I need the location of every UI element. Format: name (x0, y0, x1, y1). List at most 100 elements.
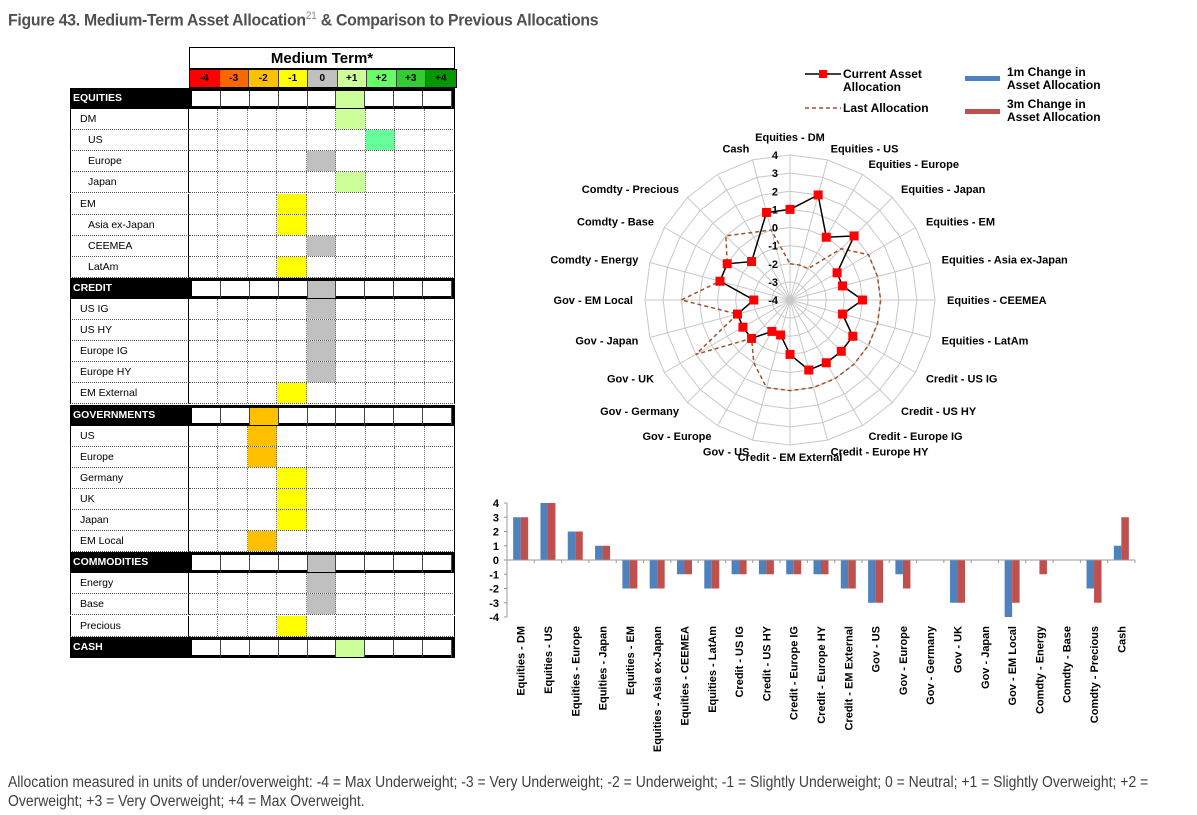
scale-header-row: -4 -3 -2 -1 0 +1 +2 +3 +4 (189, 69, 457, 88)
grid-cell (336, 320, 366, 341)
table-row: Europe HY (70, 362, 456, 384)
bar-category-label: Equities - Japan (598, 626, 610, 711)
allocation-marker-cell (277, 383, 307, 404)
radar-tick-label: 4 (772, 150, 779, 162)
grid-cell (277, 320, 307, 341)
figure-title-text: Figure 43. Medium-Term Asset Allocation (8, 10, 306, 30)
bar-3m-change (957, 560, 966, 603)
grid-cell (248, 510, 278, 530)
grid-cell (423, 91, 453, 108)
allocation-marker-cell (277, 488, 307, 509)
grid-cell (248, 256, 278, 277)
grid-cell (336, 130, 366, 151)
radar-chart: -4 -3 -2 -1 0 1 2 3 4 Equities - DM Equities - US E… (550, 132, 1068, 464)
bar-1m-change (622, 560, 630, 589)
scale-cell: 0 (308, 70, 338, 87)
radar-tick-label: -2 (768, 259, 778, 271)
scale-cell: -3 (219, 70, 249, 87)
row-label: EM Local (70, 531, 189, 553)
bar-1m-change (513, 517, 521, 560)
bar-y-tick-label: -2 (489, 584, 499, 596)
row-label: Japan (70, 172, 189, 194)
radar-current-marker (749, 295, 759, 305)
radar-current-marker (747, 257, 757, 267)
grid-cell (221, 280, 250, 298)
bar-category-label: Comdty - Energy (1034, 625, 1046, 714)
grid-cell (395, 488, 425, 509)
radar-spoke (789, 299, 931, 339)
grid-cell (277, 362, 307, 383)
radar-category-label: Equities - CEEMEA (947, 295, 1047, 307)
radar-category-label: Gov - Japan (575, 336, 638, 348)
grid-cell (248, 615, 278, 636)
allocation-marker-cell (277, 510, 307, 530)
radar-current-marker (836, 346, 846, 356)
grid-cell (366, 510, 396, 530)
grid-cell (336, 341, 366, 362)
grid-cell (189, 172, 219, 193)
footnote-ref: 21 (305, 10, 317, 22)
grid-cell (250, 280, 279, 298)
bar-3m-change (684, 560, 692, 575)
radar-current-marker (813, 190, 823, 200)
allocation-marker-cell (277, 467, 307, 488)
grid-cell (336, 299, 366, 319)
grid-cell (218, 109, 248, 130)
radar-category-label: Equities - DM (755, 132, 825, 144)
grid-cell (366, 109, 396, 130)
grid-cell (366, 320, 396, 341)
grid-cell (192, 555, 221, 573)
grid-cell (218, 320, 248, 341)
table-row: Europe (70, 446, 456, 468)
grid-cell (336, 151, 366, 172)
bar-y-tick-label: -3 (489, 598, 499, 610)
radar-current-marker (849, 231, 859, 241)
radar-current-marker (785, 349, 795, 359)
grid-cell (189, 425, 219, 446)
radar-category-label: Gov - Europe (642, 431, 711, 443)
grid-cell (277, 573, 307, 594)
grid-cell (395, 214, 425, 235)
bar-y-tick-label: 0 (493, 555, 499, 567)
radar-current-marker (776, 330, 786, 340)
legend-current-label: Current Asset Allocation (843, 67, 922, 94)
grid-cell (248, 151, 278, 172)
bar-y-tick-label: 4 (493, 498, 500, 510)
allocation-marker-cell (336, 109, 366, 130)
radar-spoke (789, 159, 829, 301)
radar-spoke (649, 299, 791, 339)
grid-cell (366, 488, 396, 509)
radar-tick-label: 0 (772, 223, 778, 235)
grid-cell (189, 362, 219, 383)
bar-category-label: Credit - Europe IG (789, 626, 801, 720)
grid-cell (395, 172, 425, 193)
row-label: CREDIT (70, 277, 189, 299)
grid-cell (218, 299, 248, 319)
radar-current-marker (858, 295, 867, 305)
row-label: COMMODITIES (70, 552, 189, 574)
grid-cell (218, 467, 248, 488)
grid-cell (336, 531, 366, 552)
figure-title-suffix: & Comparison to Previous Allocations (316, 10, 599, 30)
grid-cell (307, 425, 337, 446)
grid-cell (336, 573, 366, 594)
bar-category-label: Comdty - Precious (1089, 626, 1101, 723)
grid-cell (218, 446, 248, 467)
row-label: US (70, 130, 189, 152)
grid-cell (218, 193, 248, 214)
grid-cell (250, 555, 279, 573)
allocation-marker-cell (277, 615, 307, 636)
bar-category-label: Gov - EM Local (1007, 626, 1019, 705)
table-row: Europe IG (70, 341, 456, 363)
legend-1m-swatch (965, 76, 1000, 81)
grid-cell (248, 362, 278, 383)
radar-spoke (717, 299, 791, 426)
grid-cell (366, 362, 396, 383)
grid-cell (189, 193, 219, 214)
grid-cell (307, 214, 337, 235)
grid-cell (250, 639, 279, 657)
grid-cell (218, 531, 248, 552)
grid-cell (336, 510, 366, 530)
table-row: Asia ex-Japan (70, 214, 456, 236)
allocation-marker-cell (307, 555, 337, 573)
